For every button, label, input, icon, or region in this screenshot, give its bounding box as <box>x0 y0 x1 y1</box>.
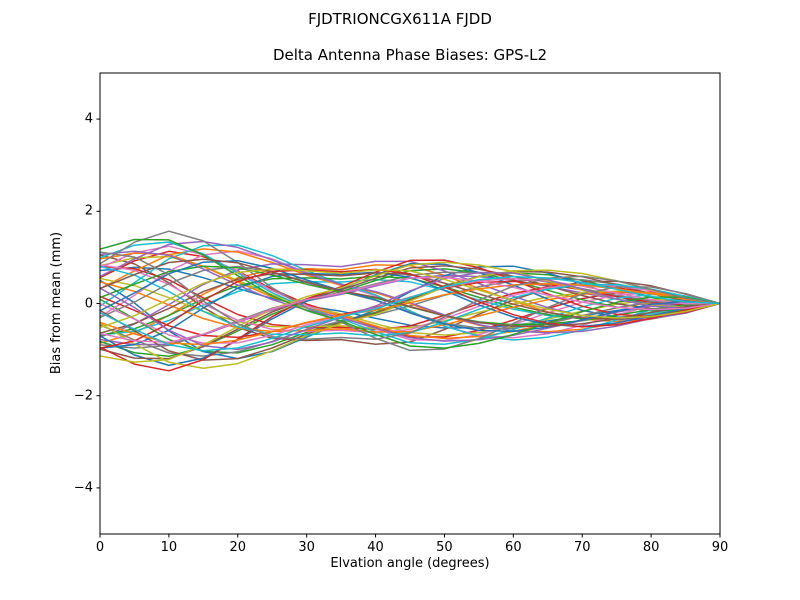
series-line-45 <box>100 271 720 351</box>
y-tick-label-0: 0 <box>84 296 93 311</box>
x-tick-label-0: 0 <box>95 540 105 555</box>
x-tick-label-20: 20 <box>229 540 247 555</box>
series-line-50 <box>100 275 720 352</box>
axes-title: Delta Antenna Phase Biases: GPS-L2 <box>272 46 548 64</box>
series-line-30 <box>100 241 720 346</box>
y-tick-label-−4: −4 <box>73 480 93 496</box>
x-tick-label-40: 40 <box>367 540 384 555</box>
series-line-38 <box>100 230 720 352</box>
x-tick-label-90: 90 <box>711 540 729 555</box>
x-tick-label-80: 80 <box>642 540 660 555</box>
series-line-27 <box>100 264 720 334</box>
series-line-34 <box>100 259 720 372</box>
series-line-21 <box>100 263 720 367</box>
series-line-32 <box>100 281 720 333</box>
x-axis-label: Elvation angle (degrees) <box>330 556 490 571</box>
series-line-35 <box>100 250 720 342</box>
figure-title: FJDTRIONCGX611A FJDD <box>308 10 492 28</box>
y-tick-label-4: 4 <box>84 111 93 127</box>
x-tick-label-30: 30 <box>298 540 315 555</box>
plot-frame <box>99 72 721 535</box>
y-tick-label-2: 2 <box>84 203 93 219</box>
series-line-1 <box>100 266 720 329</box>
series-line-41 <box>100 259 720 333</box>
axis-ticks <box>96 118 721 538</box>
series-line-47 <box>100 276 720 344</box>
y-tick-label-−2: −2 <box>73 388 93 404</box>
series-line-49 <box>100 268 720 329</box>
x-tick-label-10: 10 <box>160 540 178 555</box>
x-tick-label-70: 70 <box>573 540 591 555</box>
series-line-48 <box>100 251 720 341</box>
x-tick-label-50: 50 <box>436 540 453 555</box>
series-line-31 <box>100 271 720 349</box>
x-tick-label-60: 60 <box>505 540 522 555</box>
series-lines <box>100 230 720 372</box>
series-line-43 <box>100 238 720 349</box>
